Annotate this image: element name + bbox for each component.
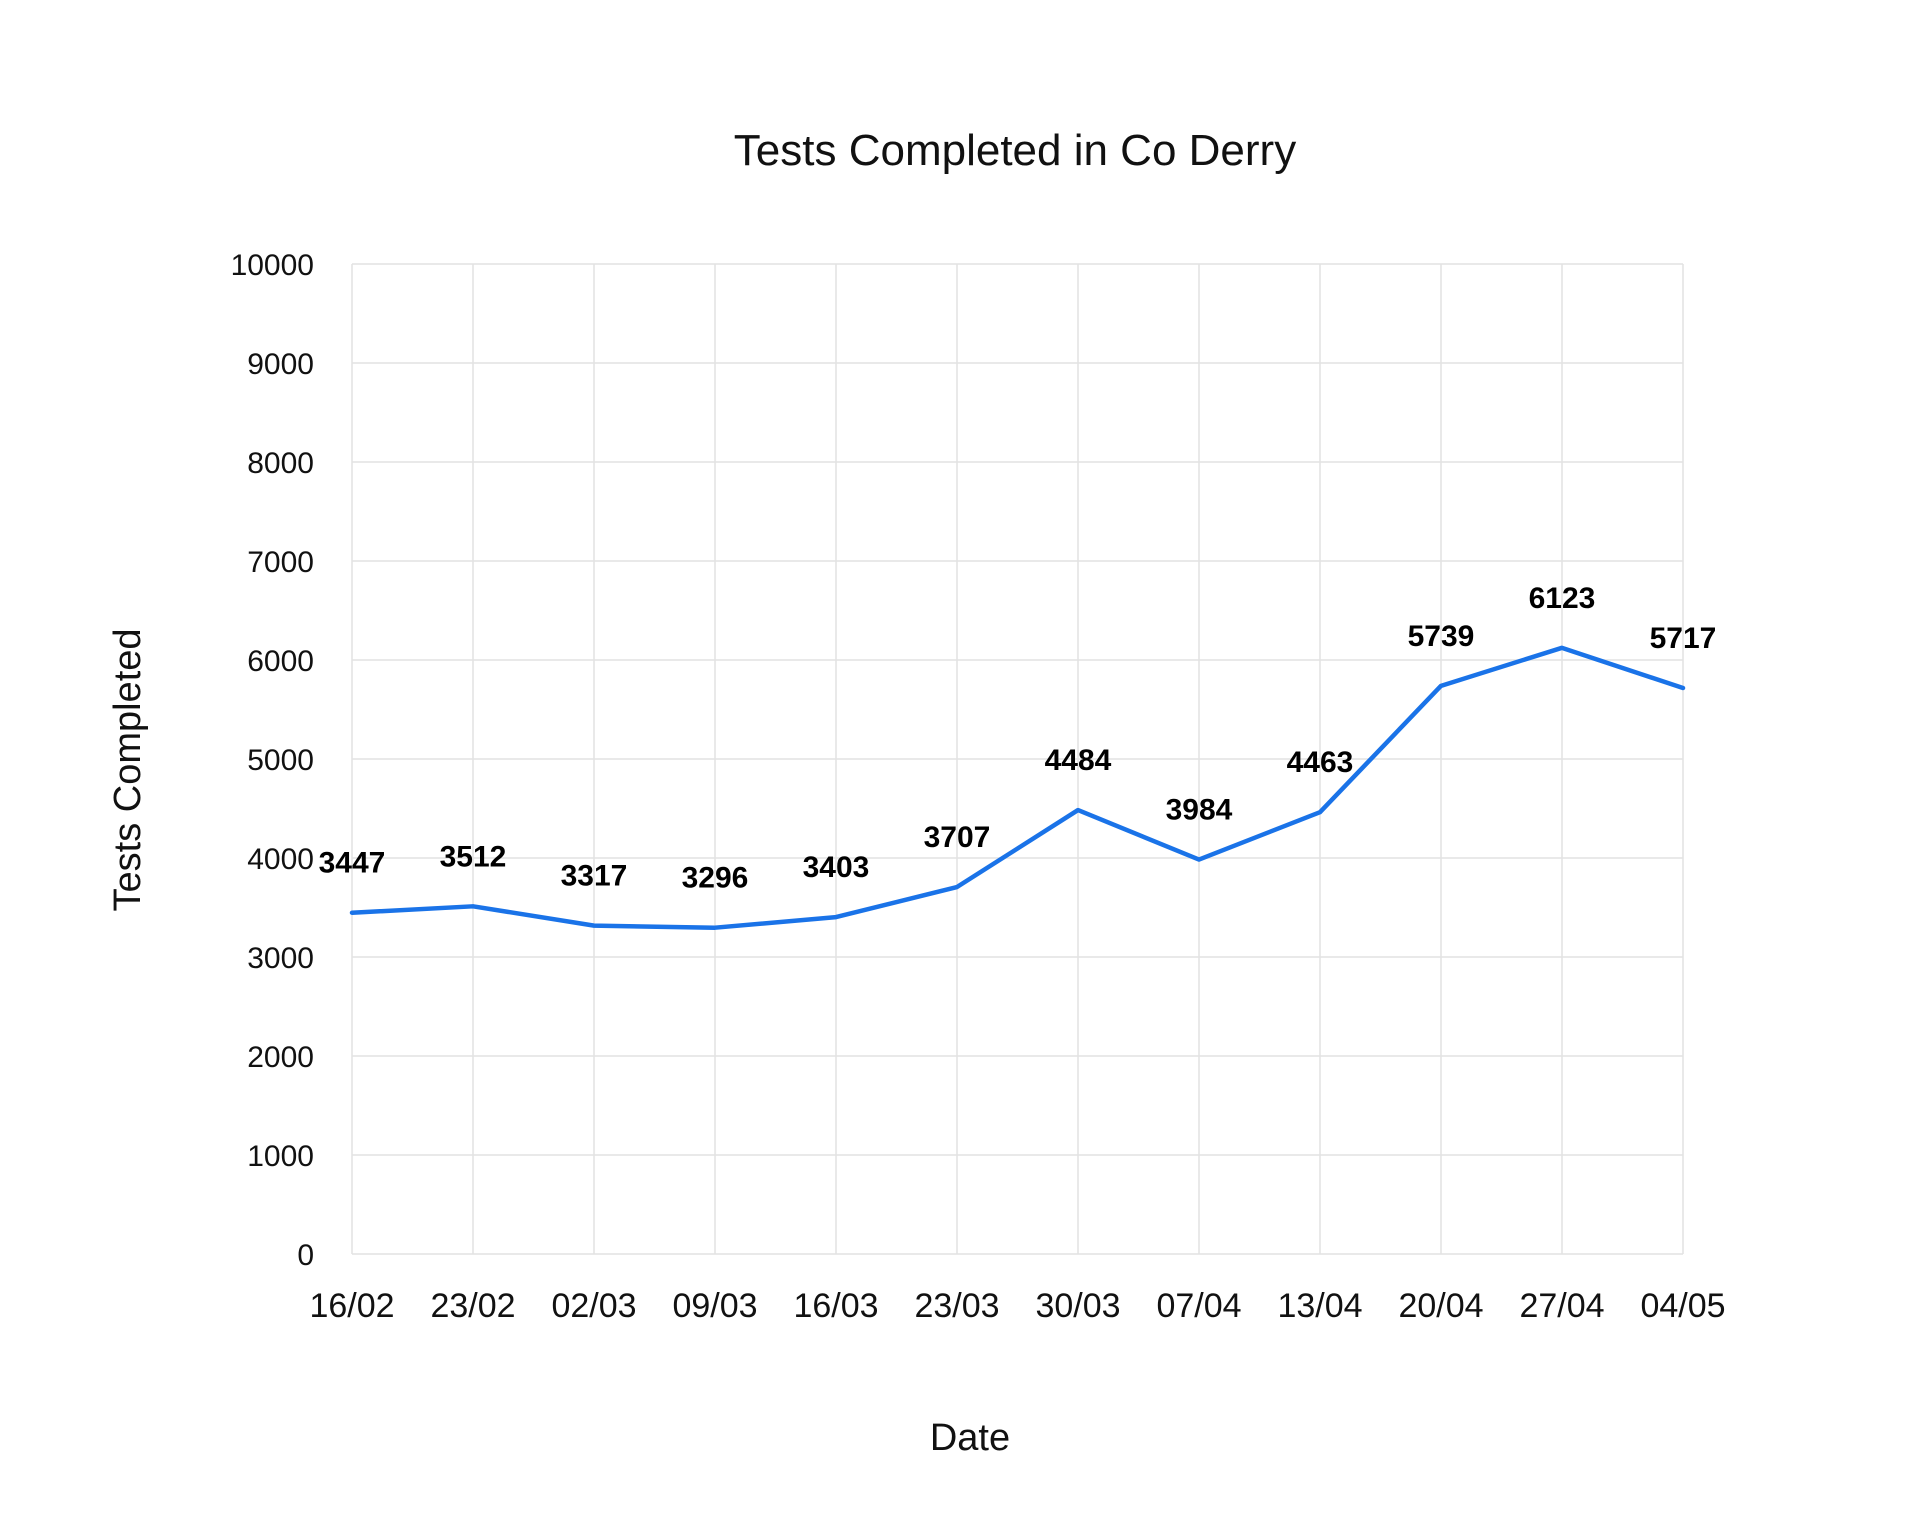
y-tick-label: 5000	[247, 744, 314, 777]
y-tick-label: 1000	[247, 1140, 314, 1173]
x-tick-label: 27/04	[1519, 1287, 1604, 1325]
x-tick-label: 23/03	[914, 1287, 999, 1325]
gridlines	[351, 263, 1684, 1255]
y-tick-label: 0	[297, 1239, 314, 1272]
y-tick-label: 8000	[247, 447, 314, 480]
y-tick-label: 10000	[231, 249, 314, 282]
x-tick-label: 02/03	[551, 1287, 636, 1325]
y-tick-label: 3000	[247, 942, 314, 975]
y-tick-label: 7000	[247, 546, 314, 579]
y-axis-title: Tests Completed	[107, 628, 149, 911]
x-tick-label: 30/03	[1035, 1287, 1120, 1325]
x-tick-label: 13/04	[1277, 1287, 1362, 1325]
series-lines	[349, 645, 1686, 930]
data-label: 3403	[803, 851, 870, 884]
y-axis-ticks: 0 1000 2000 3000 4000 5000 6000 7000 8000 9000 100…	[231, 249, 314, 1272]
x-axis-title: Date	[930, 1417, 1010, 1459]
data-label: 5717	[1650, 622, 1717, 655]
x-axis-ticks: 16/02 23/02 02/03 09/03 16/03 23/03 30/03 07/04…	[309, 1287, 1725, 1325]
y-tick-label: 9000	[247, 348, 314, 381]
data-label: 4463	[1287, 746, 1354, 779]
data-labels: 3447 3512 3317 3296 3403 3707 4484 3984 4463 5739…	[319, 582, 1717, 895]
x-tick-label: 04/05	[1640, 1287, 1725, 1325]
x-tick-label: 07/04	[1156, 1287, 1241, 1325]
data-label: 3317	[561, 860, 628, 893]
y-tick-label: 6000	[247, 645, 314, 678]
data-label: 3984	[1166, 794, 1233, 827]
data-label: 4484	[1045, 744, 1112, 777]
chart-title: Tests Completed in Co Derry	[734, 126, 1296, 175]
data-label: 3447	[319, 847, 386, 880]
data-label: 3707	[924, 821, 991, 854]
y-tick-label: 4000	[247, 843, 314, 876]
data-label: 3296	[682, 862, 749, 895]
x-tick-label: 20/04	[1398, 1287, 1483, 1325]
x-tick-label: 16/03	[793, 1287, 878, 1325]
data-label: 3512	[440, 840, 507, 873]
x-tick-label: 09/03	[672, 1287, 757, 1325]
x-tick-label: 23/02	[430, 1287, 515, 1325]
data-label: 6123	[1529, 582, 1596, 615]
data-label: 5739	[1408, 620, 1475, 653]
series-line	[349, 645, 1686, 930]
x-tick-label: 16/02	[309, 1287, 394, 1325]
y-tick-label: 2000	[247, 1041, 314, 1074]
